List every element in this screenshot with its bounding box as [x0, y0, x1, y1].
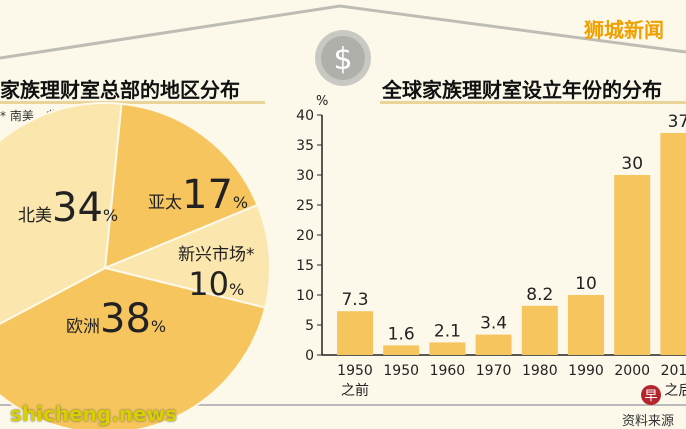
- pie-slice-2: [0, 266, 267, 429]
- watermark-bottom: shicheng.news: [10, 402, 177, 426]
- source-label: 资料来源／: [622, 414, 675, 429]
- pie-label-asia-pacific: 亚太17%: [148, 172, 249, 218]
- x-tick-label: 之前: [341, 382, 369, 399]
- bar-value-label: 10: [575, 274, 597, 294]
- pie-slice-1: [101, 203, 271, 309]
- bar: [614, 175, 651, 355]
- pie-label-emerging-markets: 新兴市场* 10%: [178, 245, 255, 303]
- y-tick-label: 25: [296, 198, 314, 214]
- bar: [660, 133, 686, 355]
- bar-value-label: 30: [621, 154, 643, 174]
- y-tick-label: 10: [296, 288, 314, 304]
- svg-text:$: $: [333, 42, 352, 77]
- bar: [383, 345, 420, 355]
- bar-value-label: 3.4: [480, 314, 507, 334]
- bar-value-label: 8.2: [526, 285, 553, 305]
- y-tick-label: 0: [305, 348, 314, 364]
- x-tick-label: 2000: [614, 363, 650, 379]
- x-tick-label: 1960: [430, 363, 466, 379]
- y-tick-label: 15: [296, 258, 314, 274]
- pie-slice-0: [103, 102, 259, 270]
- svg-text:早: 早: [644, 389, 657, 404]
- bar-value-label: 37: [668, 112, 686, 132]
- x-tick-label: 2010: [661, 363, 686, 379]
- pie-label-europe: 欧洲38%: [66, 296, 167, 342]
- x-tick-label: 1990: [568, 363, 604, 379]
- bar: [521, 305, 558, 355]
- x-tick-label: 1950: [383, 363, 419, 379]
- zaobao-logo-icon: 早: [641, 385, 661, 405]
- y-axis-label: %: [316, 94, 328, 109]
- bar-value-label: 7.3: [341, 290, 368, 310]
- y-tick-label: 30: [296, 168, 314, 184]
- bar: [475, 334, 512, 355]
- bar: [429, 342, 466, 355]
- watermark-top: 狮城新闻: [584, 18, 664, 42]
- y-tick-label: 35: [296, 138, 314, 154]
- bar: [568, 295, 604, 355]
- y-tick-label: 5: [305, 318, 314, 334]
- bar-value-label: 1.6: [388, 324, 415, 344]
- bar-title: 全球家族理财室设立年份的分布: [382, 78, 662, 102]
- pie-title-underline: [0, 101, 265, 104]
- x-tick-label: 1970: [476, 363, 512, 379]
- x-tick-label: 1980: [522, 363, 558, 379]
- pie-title: 家族理财室总部的地区分布: [0, 78, 240, 102]
- bar-title-underline: [380, 101, 686, 104]
- bar: [337, 311, 373, 355]
- x-tick-label: 1950: [337, 363, 373, 379]
- y-tick-label: 20: [296, 228, 314, 244]
- bar-value-label: 2.1: [434, 321, 461, 341]
- y-tick-label: 40: [296, 108, 314, 124]
- pie-label-north-america: 北美34%: [18, 185, 119, 231]
- x-tick-label: 之后: [664, 383, 686, 399]
- pie-slice-3: [0, 102, 123, 325]
- dollar-coin-icon: $: [315, 30, 371, 86]
